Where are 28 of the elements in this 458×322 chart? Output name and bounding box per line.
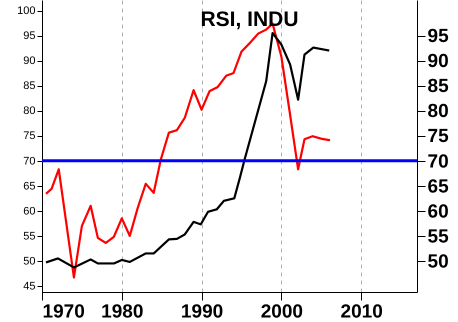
y-tick-label: 70 bbox=[23, 155, 36, 168]
y2-tick-label: 90 bbox=[428, 51, 449, 72]
y-tick-label: 80 bbox=[23, 105, 36, 118]
y-tick-label: 95 bbox=[23, 30, 36, 42]
y2-tick-label: 60 bbox=[428, 201, 449, 222]
y-tick-label: 55 bbox=[23, 230, 36, 242]
y-tick-label: 45 bbox=[23, 280, 36, 292]
y-tick-label: 90 bbox=[23, 55, 36, 68]
y2-tick-label: 75 bbox=[428, 126, 450, 148]
x-tick-label: 2000 bbox=[260, 302, 303, 322]
x-tick-label: 1980 bbox=[101, 302, 144, 322]
x-tick-label: 1970 bbox=[42, 302, 85, 322]
x-tick-label: 1990 bbox=[180, 302, 224, 322]
chart-title: RSI, INDU bbox=[200, 8, 299, 31]
y-tick-label: 65 bbox=[23, 180, 36, 192]
y2-tick-label: 85 bbox=[428, 76, 450, 98]
y2-tick-label: 55 bbox=[428, 226, 450, 248]
y-tick-label: 60 bbox=[23, 205, 36, 218]
y2-tick-label: 65 bbox=[428, 176, 450, 198]
y-tick-label: 85 bbox=[23, 80, 36, 92]
y-tick-label: 75 bbox=[23, 130, 36, 142]
y2-tick-label: 50 bbox=[428, 251, 449, 272]
y-tick-label: 50 bbox=[23, 255, 36, 268]
y2-tick-label: 95 bbox=[428, 26, 450, 48]
y2-tick-label: 80 bbox=[428, 101, 449, 122]
x-tick-label: 2010 bbox=[340, 302, 383, 322]
y2-tick-label: 70 bbox=[428, 151, 449, 172]
y-tick-label: 100 bbox=[17, 5, 36, 18]
